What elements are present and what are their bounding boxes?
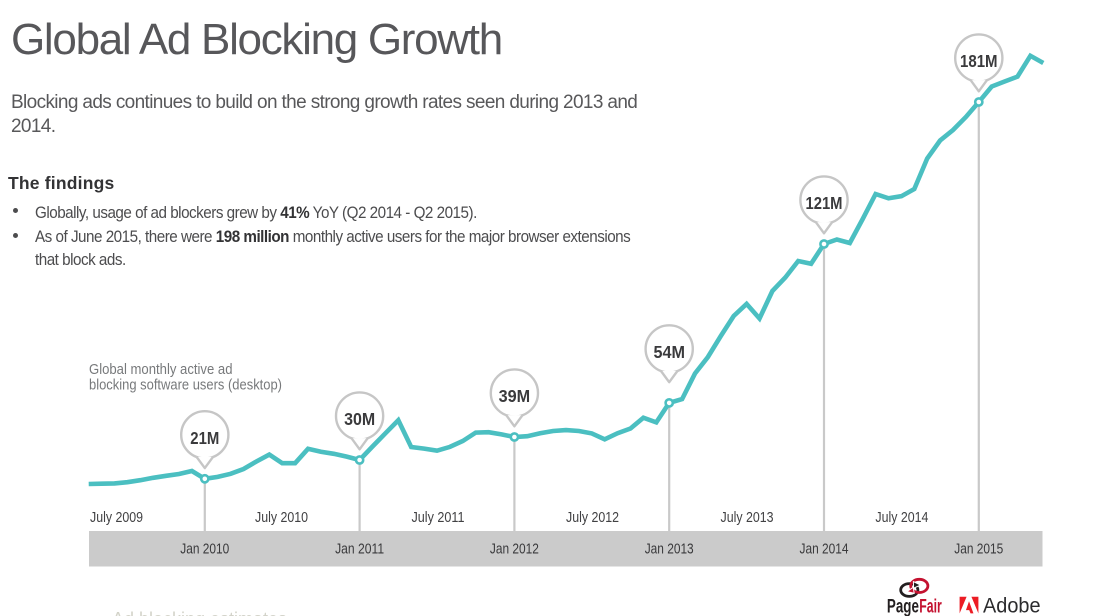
svg-text:Jan 2011: Jan 2011: [335, 542, 384, 558]
svg-text:Jan 2012: Jan 2012: [490, 542, 539, 558]
svg-text:181M: 181M: [960, 51, 998, 71]
svg-text:21M: 21M: [190, 428, 219, 448]
svg-text:July 2009: July 2009: [90, 510, 143, 526]
svg-text:Fair: Fair: [919, 597, 942, 616]
svg-text:Jan 2014: Jan 2014: [800, 542, 849, 558]
svg-text:July 2011: July 2011: [412, 510, 465, 526]
svg-text:Page: Page: [887, 597, 919, 616]
svg-text:July 2010: July 2010: [255, 510, 308, 526]
svg-text:Jan 2015: Jan 2015: [954, 542, 1003, 558]
svg-text:Ad blocking estimates: Ad blocking estimates: [112, 610, 287, 616]
svg-text:121M: 121M: [806, 193, 843, 213]
svg-text:blocking software users (deskt: blocking software users (desktop): [89, 377, 282, 394]
svg-text:Adobe: Adobe: [983, 594, 1041, 616]
svg-text:54M: 54M: [653, 342, 685, 362]
svg-text:Global monthly active ad: Global monthly active ad: [89, 361, 233, 378]
svg-text:July 2013: July 2013: [721, 510, 774, 526]
svg-text:39M: 39M: [499, 386, 531, 406]
svg-text:30M: 30M: [344, 409, 375, 429]
svg-text:July 2014: July 2014: [875, 510, 928, 526]
svg-text:Jan 2010: Jan 2010: [180, 542, 229, 558]
svg-text:Jan 2013: Jan 2013: [645, 542, 694, 558]
svg-text:July 2012: July 2012: [566, 510, 619, 526]
